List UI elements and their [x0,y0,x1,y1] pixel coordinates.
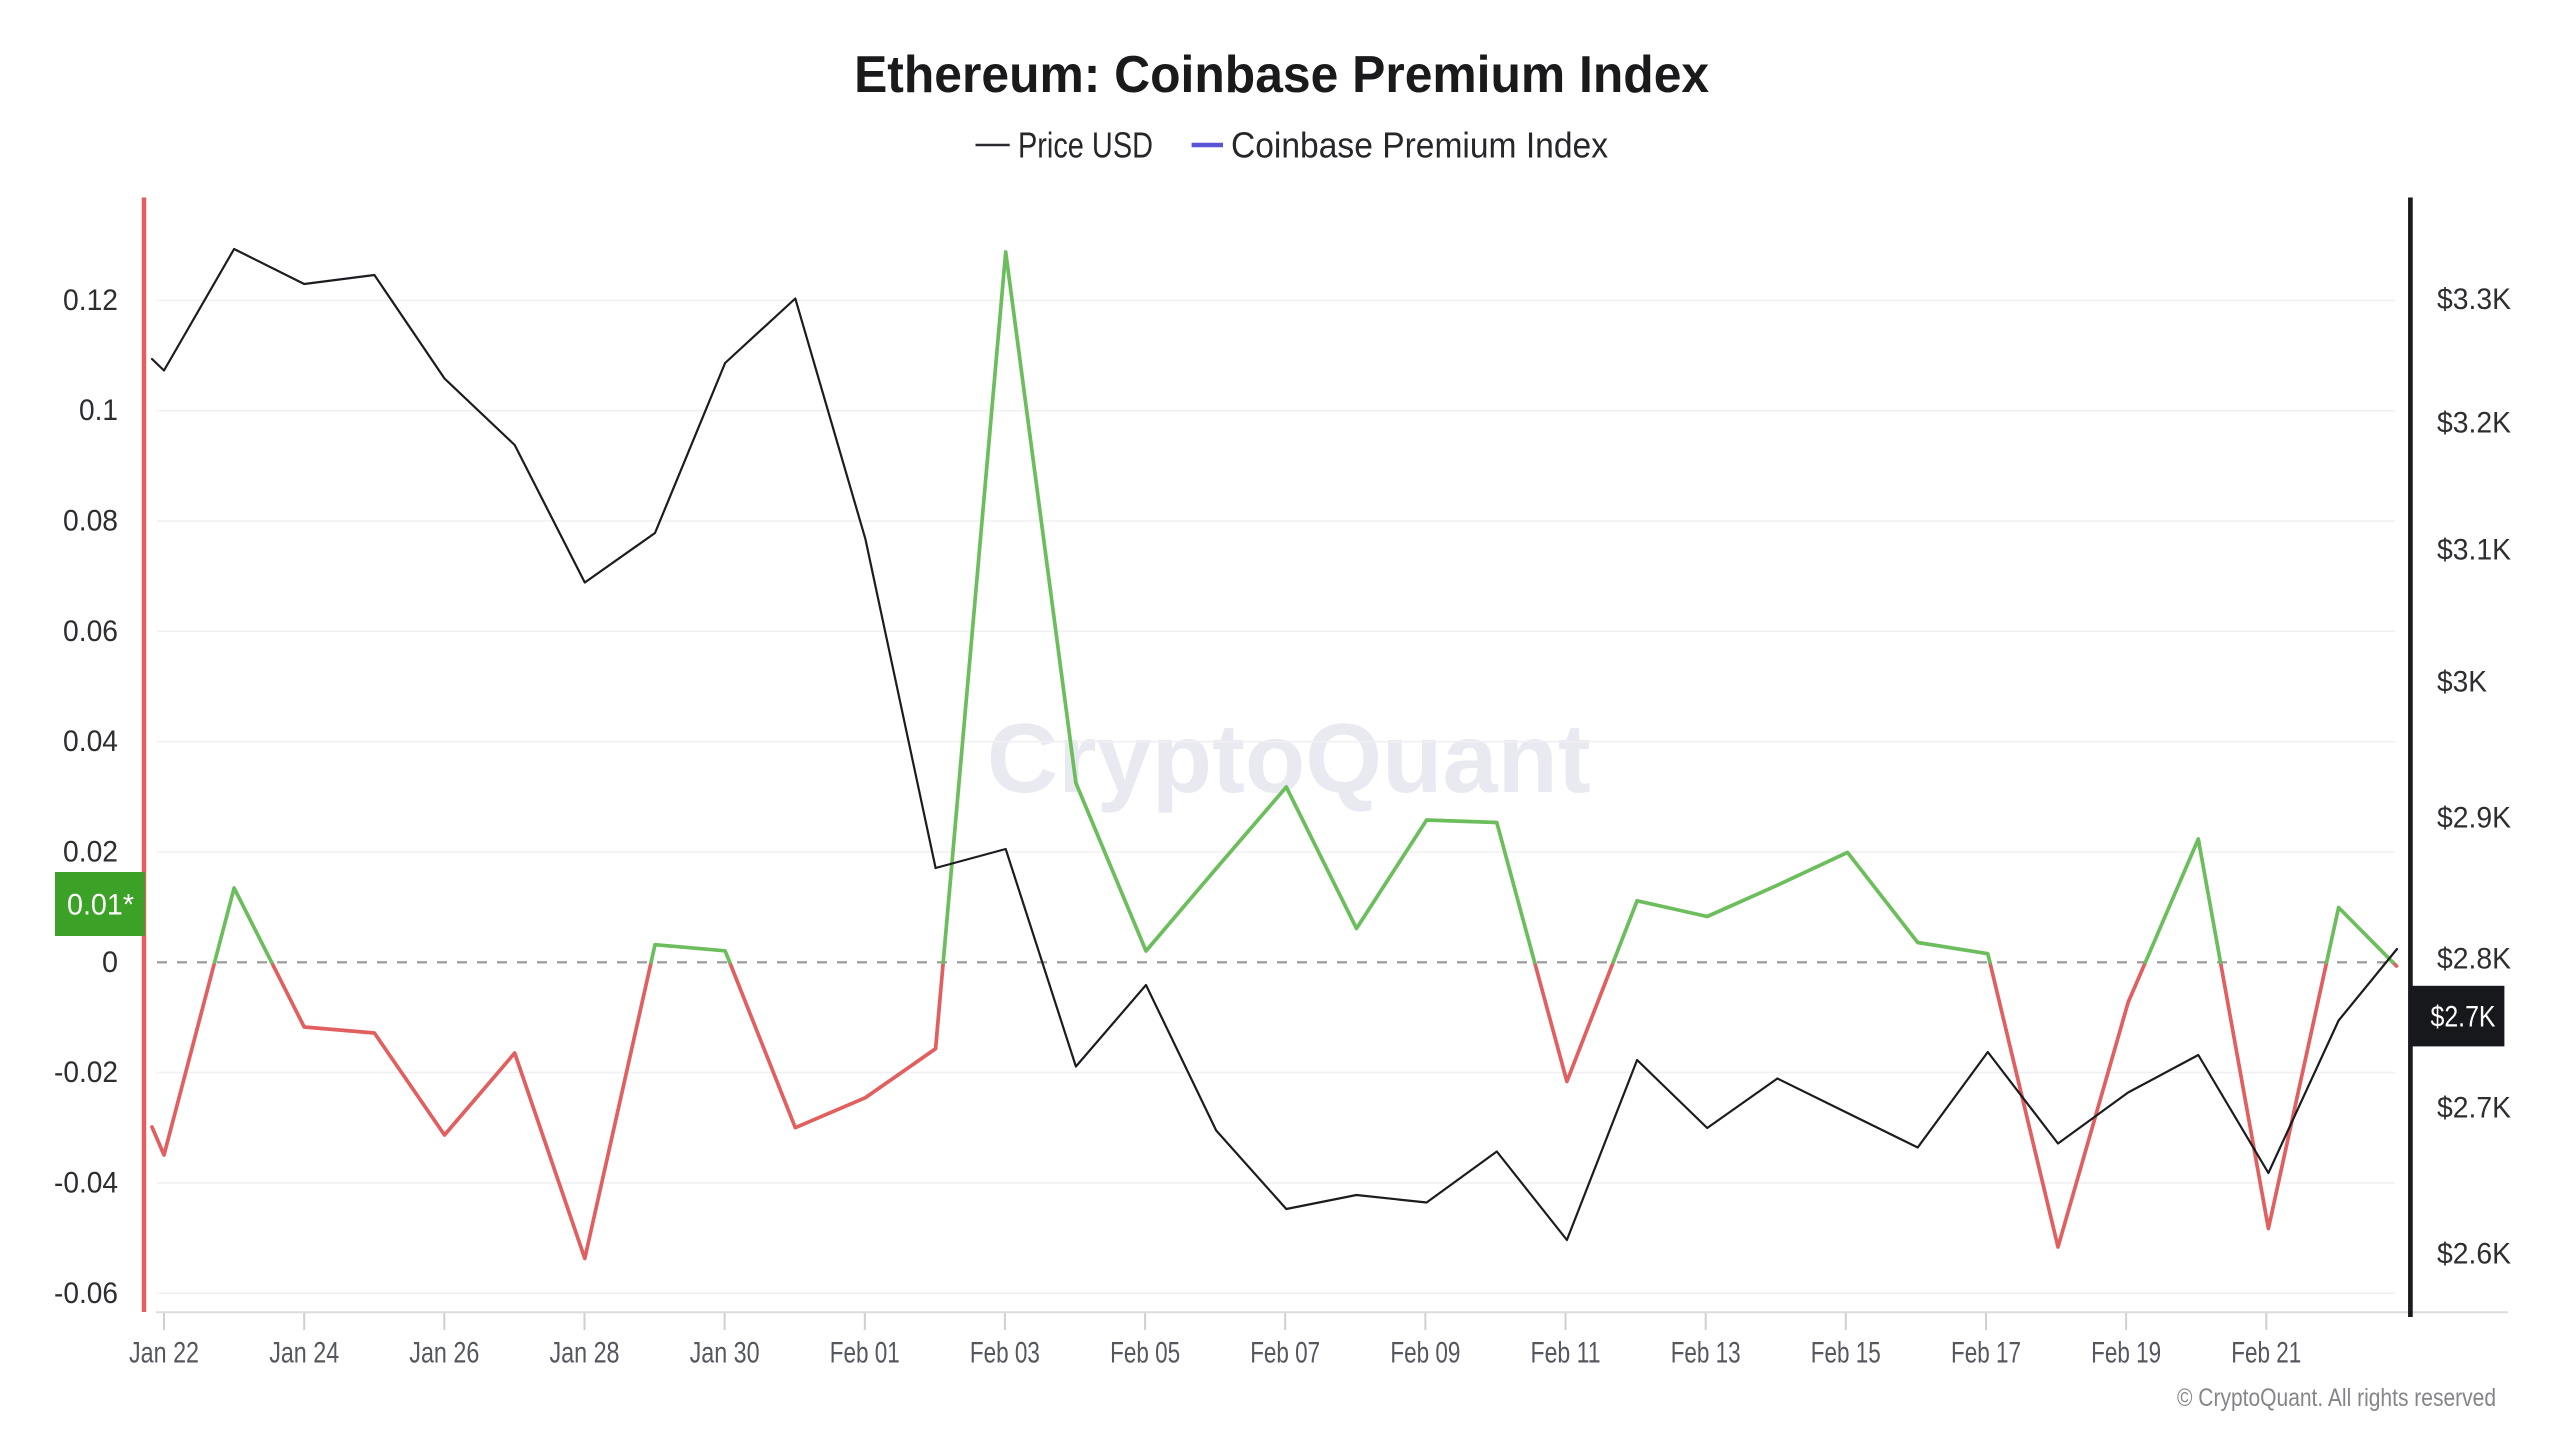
svg-text:Jan 28: Jan 28 [550,1337,620,1370]
svg-text:Feb 03: Feb 03 [970,1337,1040,1370]
svg-text:Ethereum: Coinbase Premium Ind: Ethereum: Coinbase Premium Index [854,46,1709,104]
svg-text:Feb 15: Feb 15 [1811,1337,1881,1370]
svg-text:0.08: 0.08 [63,505,118,538]
svg-text:Feb 11: Feb 11 [1531,1337,1601,1370]
svg-text:Feb 21: Feb 21 [2231,1337,2301,1370]
svg-text:-0.04: -0.04 [54,1166,118,1199]
svg-text:$2.7K: $2.7K [2437,1092,2511,1125]
svg-text:0.06: 0.06 [63,615,118,648]
svg-text:Feb 01: Feb 01 [830,1337,900,1370]
svg-text:0.12: 0.12 [63,284,118,317]
svg-text:Jan 24: Jan 24 [269,1337,339,1370]
svg-text:Jan 26: Jan 26 [409,1337,479,1370]
svg-text:-0.06: -0.06 [54,1277,118,1310]
svg-text:$3.3K: $3.3K [2437,283,2511,316]
svg-text:Jan 30: Jan 30 [690,1337,760,1370]
svg-text:Feb 13: Feb 13 [1671,1337,1741,1370]
svg-text:$2.7K: $2.7K [2431,1001,2496,1034]
svg-text:Price USD: Price USD [1018,125,1153,166]
svg-text:Feb 05: Feb 05 [1110,1337,1180,1370]
svg-text:$2.6K: $2.6K [2437,1238,2511,1271]
svg-text:Feb 07: Feb 07 [1250,1337,1320,1370]
svg-text:$2.8K: $2.8K [2437,943,2511,976]
svg-text:$2.9K: $2.9K [2437,802,2511,835]
svg-text:$3.2K: $3.2K [2437,406,2511,439]
svg-text:Feb 17: Feb 17 [1951,1337,2021,1370]
svg-text:Coinbase Premium Index: Coinbase Premium Index [1231,125,1608,166]
svg-text:Jan 22: Jan 22 [129,1337,199,1370]
svg-text:$3.1K: $3.1K [2437,534,2511,567]
svg-text:0.1: 0.1 [79,394,118,427]
svg-text:Feb 09: Feb 09 [1390,1337,1460,1370]
svg-text:0.04: 0.04 [63,725,118,758]
svg-text:$3K: $3K [2437,665,2487,698]
svg-text:Feb 19: Feb 19 [2091,1337,2161,1370]
svg-text:0.01*: 0.01* [67,889,134,922]
svg-text:© CryptoQuant. All rights rese: © CryptoQuant. All rights reserved [2177,1384,2496,1412]
svg-text:0: 0 [102,946,118,979]
svg-text:-0.02: -0.02 [54,1056,118,1089]
svg-text:0.02: 0.02 [63,836,118,869]
svg-text:CryptoQuant: CryptoQuant [987,703,1591,813]
